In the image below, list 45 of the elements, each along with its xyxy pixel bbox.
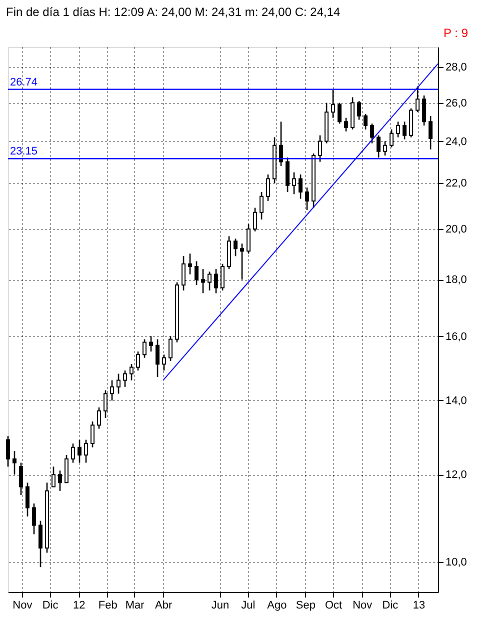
x-tick-label: Jun [211,600,230,612]
y-tick-label: 22,0 [446,178,467,190]
x-tick-label: Oct [324,600,342,612]
x-tick-label: Nov [12,600,33,612]
text: P : 9 [444,26,468,40]
candlestick [116,373,121,394]
candlestick [396,121,400,138]
x-tick-label: Jul [241,600,256,612]
candlestick [188,252,192,275]
x-tick-label: 12 [72,600,86,612]
x-tick-label: Dic [42,600,59,612]
chart-title: Fin de día 1 días H: 12:09 A: 24,00 M: 24,31 m: 24,00 C: 24,14 [6,5,341,19]
candlestick [26,482,30,518]
candlestick [6,435,10,468]
x-tick-label: Feb [98,600,118,612]
candlestick [97,406,102,430]
x-tick-label: Sep [296,600,316,612]
y-tick-label: 20,0 [446,223,467,236]
ref-line-label: 26.74 [10,76,38,88]
y-tick-label: 16,0 [446,330,467,343]
candlestick [234,238,238,257]
candlestick [156,338,160,378]
y-tick-label: 10,0 [446,556,467,569]
y-tick-label: 24,0 [446,136,467,148]
candlestick [71,442,76,464]
candlestick [260,191,264,220]
candlestick [402,121,407,140]
candlestick [344,117,348,132]
candlestick [142,338,147,358]
y-tick-label: 12,0 [446,469,467,482]
candlestick [90,420,95,448]
x-tick-label: Abr [155,600,172,612]
ref-line-label: 23.15 [10,146,38,158]
x-tick-label: Nov [352,600,373,612]
x-tick-label: Mar [125,600,145,612]
candlestick [84,439,88,464]
x-tick-label: 13 [412,600,426,612]
candlestick [123,370,128,388]
x-tick-label: Ago [267,600,287,612]
candlestick [32,502,36,535]
y-tick-label: 14,0 [446,394,467,407]
y-tick-label: 28,0 [446,62,467,74]
y-tick-label: 26,0 [446,97,467,110]
x-tick-label: Dic [382,600,399,612]
y-tick-label: 18,0 [446,274,467,286]
